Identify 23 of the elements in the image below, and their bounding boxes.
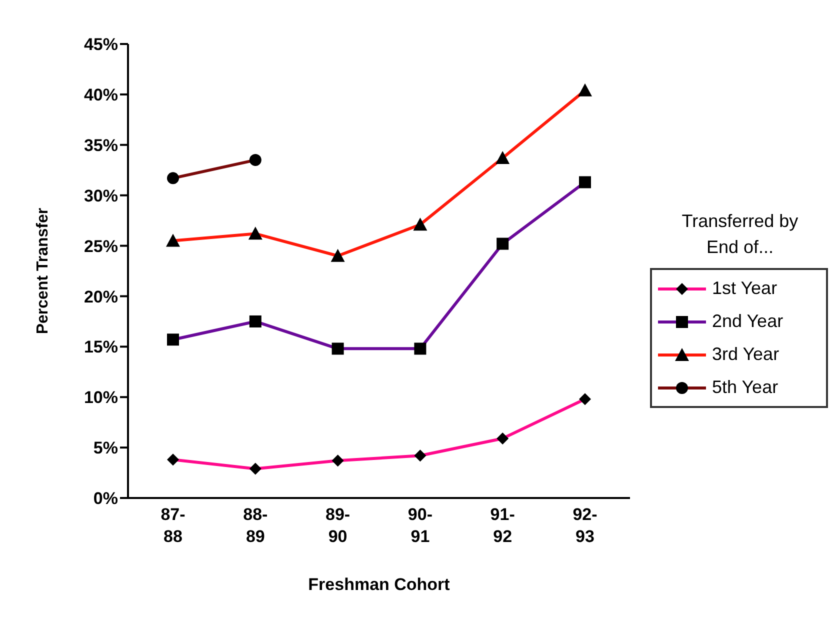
y-tick-label: 35% (84, 136, 118, 155)
x-tick-label: 88-89 (243, 505, 268, 546)
y-tick-label: 15% (84, 338, 118, 357)
y-axis-title: Percent Transfer (34, 208, 52, 334)
x-tick-label: 87-88 (160, 505, 186, 546)
x-tick-label: 89-90 (326, 505, 350, 546)
y-tick-label: 10% (84, 388, 118, 408)
y-tick-label: 25% (84, 236, 118, 256)
x-tick-label: 90-91 (408, 505, 432, 546)
x-tick-label: 91-92 (490, 505, 515, 546)
legend-label: 5th Year (712, 377, 778, 398)
y-tick-label: 40% (84, 85, 118, 104)
x-tick-label: 92-93 (572, 505, 598, 546)
legend-label: 3rd Year (712, 344, 780, 365)
x-axis-title: Freshman Cohort (308, 575, 450, 594)
legend-label: 1st Year (712, 278, 778, 299)
legend-label: 2nd Year (712, 311, 784, 332)
y-tick-label: 30% (84, 186, 118, 206)
y-tick-label: 20% (84, 287, 118, 306)
legend-title: Transferred by End of... (680, 210, 800, 259)
y-tick-label: 45% (84, 35, 118, 54)
y-tick-label: 5% (93, 438, 118, 458)
y-tick-label: 0% (93, 489, 118, 508)
